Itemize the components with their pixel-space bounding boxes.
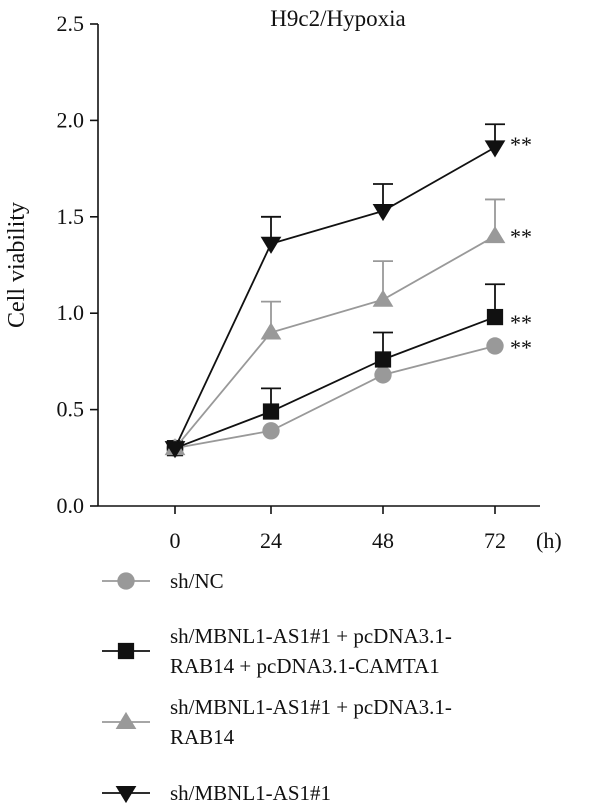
legend-label: sh/MBNL1-AS1#1 — [170, 781, 331, 805]
legend-marker — [115, 786, 137, 804]
y-axis-label: Cell viability — [4, 202, 30, 328]
y-tick-label: 1.0 — [57, 300, 85, 325]
significance-label: ** — [510, 310, 532, 335]
data-point — [374, 351, 392, 368]
legend: sh/NC sh/MBNL1-AS1#1 + pcDNA3.1- RAB14 + p… — [102, 569, 452, 805]
significance-label: ** — [510, 335, 532, 360]
legend-marker — [117, 642, 135, 660]
series-line — [174, 316, 496, 450]
legend-label: sh/MBNL1-AS1#1 + pcDNA3.1- — [170, 695, 452, 719]
series-line — [174, 345, 496, 450]
series-group: ** — [164, 123, 532, 459]
series-group: ** — [166, 335, 532, 457]
data-point — [260, 322, 282, 340]
data-point — [374, 366, 392, 384]
legend-item: sh/MBNL1-AS1#1 — [102, 781, 331, 805]
y-tick-label: 2.5 — [57, 11, 85, 36]
significance-label: ** — [510, 132, 532, 157]
legend-label: RAB14 — [170, 725, 235, 749]
data-point — [260, 236, 282, 254]
legend-label: sh/MBNL1-AS1#1 + pcDNA3.1- — [170, 624, 452, 648]
legend-label: sh/NC — [170, 569, 224, 593]
series-group: ** — [164, 198, 532, 456]
series-line — [174, 235, 496, 449]
data-point — [262, 403, 280, 420]
legend-item: sh/MBNL1-AS1#1 + pcDNA3.1- RAB14 — [102, 695, 452, 749]
data-point — [486, 308, 504, 326]
x-tick-label: 0 — [170, 528, 181, 553]
data-point — [484, 226, 506, 244]
plot-area: ******** — [164, 123, 532, 459]
data-point — [164, 441, 186, 459]
x-axis-unit-label: (h) — [536, 528, 562, 553]
legend-marker — [117, 572, 135, 590]
data-point — [486, 337, 504, 355]
y-tick-label: 2.0 — [57, 107, 85, 132]
legend-label: RAB14 + pcDNA3.1-CAMTA1 — [170, 654, 440, 678]
x-tick-label: 72 — [484, 528, 506, 553]
legend-item: sh/MBNL1-AS1#1 + pcDNA3.1- RAB14 + pcDNA3… — [102, 624, 452, 678]
legend-item: sh/NC — [102, 569, 224, 593]
data-point — [262, 422, 280, 440]
significance-label: ** — [510, 224, 532, 249]
y-tick-label: 0.0 — [57, 493, 85, 518]
legend-marker — [115, 711, 137, 729]
data-point — [372, 289, 394, 307]
data-point — [484, 140, 506, 158]
axes: 0.0 0.5 1.0 1.5 2.0 2.5 0 24 48 72 — [57, 11, 540, 553]
series-line — [174, 146, 496, 449]
x-tick-label: 24 — [260, 528, 282, 553]
chart-title: H9c2/Hypoxia — [270, 6, 405, 31]
x-tick-label: 48 — [372, 528, 394, 553]
y-tick-label: 1.5 — [57, 204, 85, 229]
data-point — [372, 204, 394, 222]
y-tick-label: 0.5 — [57, 397, 85, 422]
